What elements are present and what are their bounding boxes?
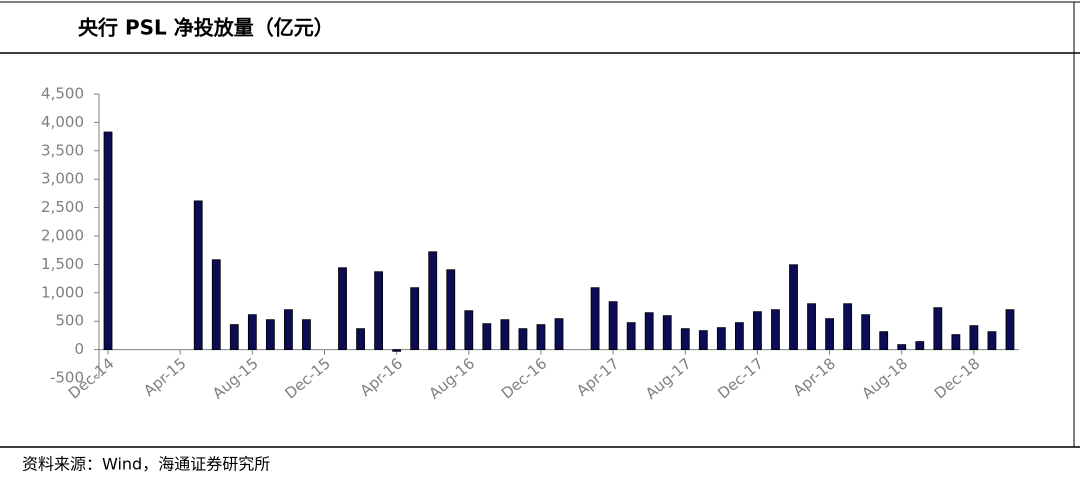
y-tick-label: 1,500 xyxy=(41,255,84,273)
bar xyxy=(446,269,456,350)
bar xyxy=(536,324,546,351)
x-tick-label: Dec-18 xyxy=(931,354,984,402)
bar xyxy=(897,344,907,350)
bar xyxy=(933,307,943,351)
x-tick-label: Aug-18 xyxy=(858,354,911,402)
y-tick-label: 2,500 xyxy=(41,198,84,216)
bar xyxy=(915,341,925,350)
bar xyxy=(807,303,816,350)
bar xyxy=(500,319,510,351)
bar xyxy=(879,331,889,351)
bar xyxy=(338,267,347,350)
y-tick-label: 4,000 xyxy=(41,113,84,131)
bar xyxy=(590,287,600,350)
y-tick-label: 0 xyxy=(74,340,84,358)
bar xyxy=(464,310,474,350)
bar xyxy=(356,328,365,351)
bar xyxy=(211,259,221,350)
bar xyxy=(428,251,438,351)
bar xyxy=(193,200,203,350)
bar xyxy=(518,328,528,351)
bar xyxy=(951,334,961,350)
bar xyxy=(392,349,402,352)
y-tick-label: 4,500 xyxy=(41,85,84,103)
bar xyxy=(626,322,636,350)
bar xyxy=(1005,309,1015,350)
bar xyxy=(825,318,834,351)
y-tick-label: 3,000 xyxy=(41,170,84,188)
bar xyxy=(247,314,257,350)
bar xyxy=(374,271,384,351)
y-tick-label: 1,000 xyxy=(41,283,84,301)
bar xyxy=(284,309,293,350)
y-tick-label: 500 xyxy=(55,312,84,330)
bar xyxy=(969,325,979,351)
y-tick-label: 3,500 xyxy=(41,141,84,159)
x-tick-label: Apr-16 xyxy=(357,354,406,400)
bar xyxy=(608,301,618,350)
bar xyxy=(302,319,311,351)
bar xyxy=(753,311,762,350)
bar xyxy=(229,324,239,351)
x-tick-label: Dec-15 xyxy=(281,354,334,402)
bar xyxy=(843,303,853,350)
y-tick-label: -500 xyxy=(50,369,84,387)
x-tick-label: Dec-17 xyxy=(714,354,767,402)
x-tick-label: Dec-16 xyxy=(498,354,551,402)
x-tick-label: Aug-16 xyxy=(425,354,478,402)
x-tick-label: Apr-17 xyxy=(573,354,622,400)
bar xyxy=(771,309,780,350)
bar xyxy=(554,318,564,351)
x-tick-label: Apr-18 xyxy=(790,354,839,400)
chart-title: 央行 PSL 净投放量（亿元） xyxy=(78,16,334,40)
bar xyxy=(644,312,654,350)
x-tick-label: Aug-15 xyxy=(209,354,262,402)
bar xyxy=(789,264,798,351)
bar xyxy=(680,328,690,351)
bar xyxy=(265,319,275,351)
bar xyxy=(103,131,113,351)
bar xyxy=(734,322,744,350)
bar xyxy=(987,331,997,351)
bar xyxy=(662,315,672,351)
bar xyxy=(716,327,726,351)
bar xyxy=(482,323,492,350)
x-tick-label: Apr-15 xyxy=(140,354,189,400)
y-tick-label: 2,000 xyxy=(41,227,84,245)
bar xyxy=(410,287,420,350)
source-note: 资料来源：Wind，海通证券研究所 xyxy=(22,455,270,474)
x-tick-label: Aug-17 xyxy=(642,354,695,402)
bar xyxy=(861,314,871,350)
bar xyxy=(698,330,708,351)
